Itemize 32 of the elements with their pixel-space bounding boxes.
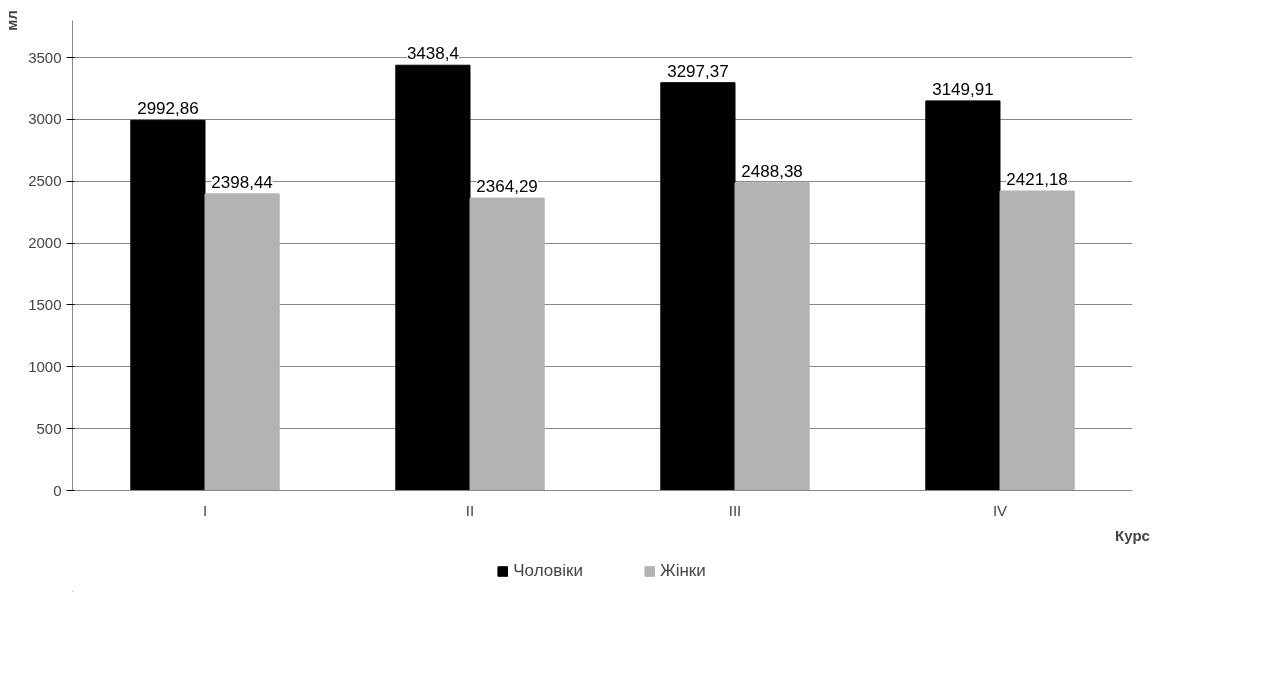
y-tick-label: 500: [36, 419, 62, 437]
bar: [395, 64, 471, 491]
data-label: 3149,91: [932, 79, 994, 99]
y-tick-label: 1000: [28, 357, 62, 375]
y-tick-label: 0: [53, 481, 62, 499]
x-tick-label: IV: [992, 501, 1008, 519]
y-tick-label: 2000: [28, 234, 62, 252]
y-tick-label: 1500: [28, 295, 62, 313]
x-tick-label: II: [465, 501, 475, 519]
bar: [925, 100, 1001, 491]
bar: [469, 197, 545, 491]
y-tick-label: 3500: [28, 48, 62, 66]
data-label: 2364,29: [476, 177, 538, 197]
data-label: 3297,37: [667, 61, 729, 81]
bar: [660, 82, 736, 491]
bar: [734, 182, 810, 491]
bar: [204, 193, 280, 491]
y-tick-label: 2500: [28, 172, 62, 190]
data-label: 3438,4: [406, 44, 459, 64]
legend-label: Чоловіки: [513, 561, 583, 581]
bar: [999, 190, 1075, 491]
data-label: 2992,86: [137, 99, 199, 119]
y-axis-title: мл: [3, 10, 21, 31]
x-tick-label: I: [202, 501, 208, 519]
x-tick-label: III: [728, 501, 742, 519]
legend-label: Жінки: [659, 561, 706, 581]
data-label: 2488,38: [741, 161, 803, 181]
x-axis-title: Курс: [1115, 526, 1150, 544]
y-tick-label: 3000: [28, 110, 62, 128]
data-label: 2421,18: [1006, 170, 1068, 190]
bar: [130, 119, 206, 491]
data-label: 2398,44: [211, 172, 273, 192]
